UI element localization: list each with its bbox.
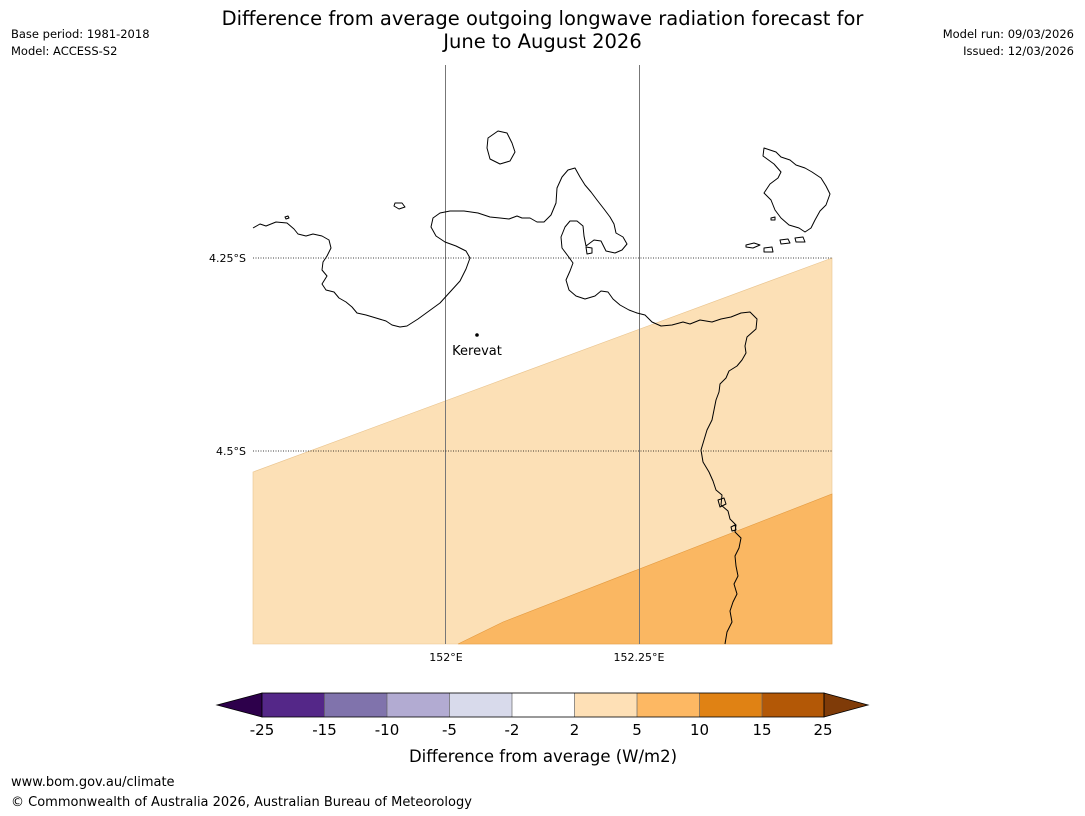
issued-date: Issued: 12/03/2026 bbox=[963, 44, 1074, 58]
islet-3 bbox=[284, 215, 290, 220]
base-period: Base period: 1981-2018 bbox=[11, 27, 150, 41]
islet-4 bbox=[585, 246, 593, 255]
colorbar-bin-9 bbox=[762, 693, 824, 717]
islet-9 bbox=[770, 216, 776, 221]
lat-label-4-25: 4.25°S bbox=[209, 252, 246, 265]
colorbar-bin-4 bbox=[449, 693, 512, 717]
colorbar-tick-4: -5 bbox=[442, 721, 457, 739]
footer-url[interactable]: www.bom.gov.au/climate bbox=[11, 775, 175, 790]
colorbar-tick-8: 10 bbox=[690, 721, 709, 739]
coastline-group bbox=[252, 130, 831, 645]
band-5-to-10 bbox=[457, 493, 833, 645]
footer-copyright: © Commonwealth of Australia 2026, Austra… bbox=[11, 795, 472, 810]
lon-label-152: 152°E bbox=[429, 651, 462, 664]
kerevat-marker bbox=[475, 333, 479, 337]
title-line-2: June to August 2026 bbox=[443, 30, 642, 53]
meta-right: Model run: 09/03/2026 Issued: 12/03/2026 bbox=[943, 26, 1074, 60]
colorbar-bin-5 bbox=[512, 693, 575, 717]
islet-11 bbox=[730, 524, 737, 532]
colorbar-tick-2: -15 bbox=[312, 721, 337, 739]
title-line-1: Difference from average outgoing longwav… bbox=[221, 7, 864, 30]
colorbar-bin-7 bbox=[637, 693, 700, 717]
colorbar-extend-high bbox=[823, 692, 870, 718]
map-title: Difference from average outgoing longwav… bbox=[0, 7, 1085, 53]
colorbar-tick-10: 25 bbox=[813, 721, 832, 739]
colorbar-title: Difference from average (W/m2) bbox=[409, 747, 677, 766]
model-name: Model: ACCESS-S2 bbox=[11, 44, 118, 58]
colorbar-bin-8 bbox=[699, 693, 762, 717]
islet-8 bbox=[794, 236, 806, 243]
islet-5 bbox=[745, 242, 761, 249]
colorbar-tick-7: 5 bbox=[632, 721, 642, 739]
meta-left: Base period: 1981-2018 Model: ACCESS-S2 bbox=[11, 26, 150, 60]
coastline-gazelle-peninsula bbox=[252, 167, 758, 645]
islet-1 bbox=[486, 130, 516, 165]
islet-10 bbox=[717, 497, 727, 508]
colorbar-bin-1 bbox=[262, 693, 325, 717]
kerevat-label: Kerevat bbox=[452, 344, 502, 359]
colorbar-tick-5: -2 bbox=[505, 721, 520, 739]
coastline-duke-of-york-islands bbox=[762, 147, 831, 233]
colorbar-bin-3 bbox=[387, 693, 450, 717]
islet-2 bbox=[393, 202, 406, 210]
colorbar-bin-2 bbox=[324, 693, 387, 717]
colorbar: -25 -15 -10 -5 -2 2 5 10 15 25 Differenc… bbox=[215, 692, 870, 766]
colorbar-tick-1: -25 bbox=[250, 721, 275, 739]
colorbar-bin-6 bbox=[574, 693, 637, 717]
lon-label-152-25: 152.25°E bbox=[614, 651, 665, 664]
colorbar-extend-low bbox=[215, 692, 263, 718]
islet-6 bbox=[763, 246, 774, 253]
lat-label-4-5: 4.5°S bbox=[216, 445, 246, 458]
colorbar-tick-3: -10 bbox=[375, 721, 400, 739]
islet-7 bbox=[779, 238, 791, 245]
colorbar-tick-9: 15 bbox=[752, 721, 771, 739]
colorbar-tick-6: 2 bbox=[570, 721, 580, 739]
model-run: Model run: 09/03/2026 bbox=[942, 27, 1074, 41]
